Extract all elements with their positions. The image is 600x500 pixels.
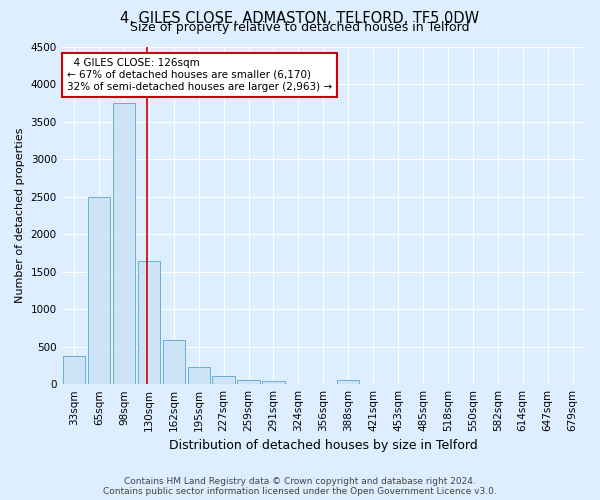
- Text: 4 GILES CLOSE: 126sqm  
← 67% of detached houses are smaller (6,170)
32% of semi: 4 GILES CLOSE: 126sqm ← 67% of detached …: [67, 58, 332, 92]
- Bar: [188, 368, 210, 384]
- Bar: [238, 380, 260, 384]
- Y-axis label: Number of detached properties: Number of detached properties: [15, 128, 25, 303]
- Bar: [262, 381, 285, 384]
- Text: Contains HM Land Registry data © Crown copyright and database right 2024.
Contai: Contains HM Land Registry data © Crown c…: [103, 476, 497, 496]
- Bar: [212, 376, 235, 384]
- Bar: [88, 196, 110, 384]
- Bar: [137, 261, 160, 384]
- Bar: [163, 340, 185, 384]
- X-axis label: Distribution of detached houses by size in Telford: Distribution of detached houses by size …: [169, 440, 478, 452]
- Text: Size of property relative to detached houses in Telford: Size of property relative to detached ho…: [130, 22, 470, 35]
- Bar: [63, 356, 85, 384]
- Bar: [113, 103, 135, 384]
- Text: 4, GILES CLOSE, ADMASTON, TELFORD, TF5 0DW: 4, GILES CLOSE, ADMASTON, TELFORD, TF5 0…: [121, 11, 479, 26]
- Bar: [337, 380, 359, 384]
